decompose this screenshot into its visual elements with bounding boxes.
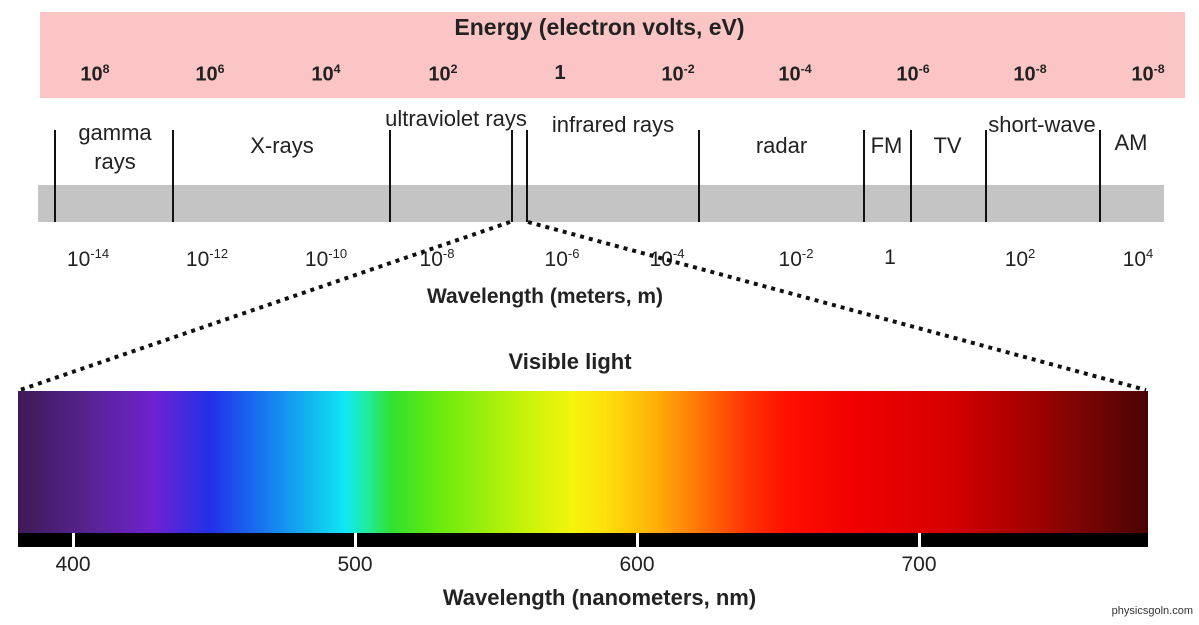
- nanometer-axis-bar: [18, 533, 1148, 547]
- band-boundary-line: [863, 130, 865, 222]
- wavelength-tick-label-exponent: 2: [1028, 246, 1036, 261]
- nanometer-tick-label: 500: [337, 553, 373, 576]
- nanometer-tick-mark: [72, 533, 75, 547]
- visible-spectrum-gradient: [18, 391, 1148, 533]
- energy-tick-label-exponent: -4: [800, 62, 812, 76]
- energy-tick-label: 106: [170, 62, 250, 87]
- band-boundary-line: [172, 130, 174, 222]
- energy-tick-label-base: 10: [311, 63, 334, 86]
- energy-tick-label: 10-4: [755, 62, 835, 87]
- band-boundary-line: [54, 130, 56, 222]
- energy-tick-label-base: 10: [896, 63, 919, 86]
- nanometer-tick-mark: [636, 533, 639, 547]
- wavelength-tick-label: 10-12: [162, 246, 252, 272]
- nanometer-tick-label: 700: [901, 553, 937, 576]
- band-label: infrared rays: [551, 112, 675, 137]
- wavelength-tick-label: 104: [1093, 246, 1183, 272]
- wavelength-tick-label-base: 10: [1122, 248, 1147, 271]
- wavelength-tick-label-base: 10: [304, 248, 329, 271]
- energy-tick-label-exponent: 2: [450, 62, 458, 76]
- energy-tick-label-base: 10: [80, 63, 103, 86]
- wavelength-tick-label-base: 1: [884, 246, 896, 269]
- energy-header-bar: [40, 12, 1185, 98]
- energy-tick-label: 104: [286, 62, 366, 87]
- energy-axis-title: Energy (electron volts, eV): [454, 14, 745, 40]
- wavelength-tick-label: 1: [845, 246, 935, 270]
- energy-tick-label-base: 1: [554, 62, 566, 84]
- energy-tick-label: 10-2: [638, 62, 718, 87]
- visible-light-title: Visible light: [508, 349, 632, 374]
- band-label: radar: [755, 133, 808, 158]
- energy-tick-label-exponent: 6: [217, 62, 225, 76]
- energy-tick-label: 10-6: [873, 62, 953, 87]
- band-label: TV: [933, 133, 962, 158]
- band-boundary-line: [526, 130, 528, 222]
- wavelength-tick-label-exponent: -6: [567, 246, 580, 261]
- energy-tick-label-base: 10: [195, 63, 218, 86]
- band-boundary-line: [389, 130, 391, 222]
- band-boundary-line: [985, 130, 987, 222]
- wavelength-tick-label-base: 10: [1004, 248, 1029, 271]
- wavelength-tick-label-exponent: -4: [672, 246, 685, 261]
- band-boundary-line: [698, 130, 700, 222]
- wavelength-tick-label-base: 10: [778, 248, 802, 271]
- energy-tick-label-exponent: -6: [918, 62, 930, 76]
- energy-tick-label-exponent: -2: [683, 62, 695, 76]
- band-label: short-wave: [988, 112, 1096, 137]
- wavelength-tick-label-exponent: -8: [442, 246, 455, 261]
- band-label: gamma rays: [78, 120, 152, 174]
- nanometer-tick-label: 600: [619, 553, 655, 576]
- wavelength-tick-label-base: 10: [66, 248, 91, 271]
- nanometer-tick-mark: [354, 533, 357, 547]
- wavelength-tick-label: 10-6: [517, 246, 607, 272]
- wavelength-tick-label-base: 10: [649, 248, 673, 271]
- band-label: AM: [1114, 130, 1148, 155]
- band-boundary-line: [910, 130, 912, 222]
- band-boundary-line: [511, 130, 513, 222]
- band-label: FM: [870, 133, 903, 158]
- wavelength-tick-label: 10-2: [751, 246, 841, 272]
- energy-tick-label-exponent: -8: [1035, 62, 1047, 76]
- energy-tick-label: 10-8: [1108, 62, 1188, 87]
- watermark: physicsgoln.com: [1111, 605, 1193, 617]
- wavelength-tick-label-base: 10: [544, 248, 568, 271]
- energy-tick-label-exponent: 4: [333, 62, 341, 76]
- wavelength-tick-label: 102: [975, 246, 1065, 272]
- spectrum-band-strip: [38, 185, 1164, 222]
- wavelength-tick-label: 10-4: [622, 246, 712, 272]
- energy-tick-label: 10-8: [990, 62, 1070, 87]
- band-label: ultraviolet rays: [385, 106, 527, 131]
- wavelength-tick-label-exponent: -12: [209, 246, 229, 261]
- wavelength-tick-label-base: 10: [419, 248, 443, 271]
- energy-tick-label-base: 10: [778, 63, 801, 86]
- wavelength-tick-label-exponent: -2: [801, 246, 814, 261]
- wavelength-meter-axis-title: Wavelength (meters, m): [426, 285, 664, 308]
- wavelength-tick-label-exponent: -14: [90, 246, 110, 261]
- band-label: X-rays: [250, 133, 314, 158]
- energy-tick-label: 102: [403, 62, 483, 87]
- wavelength-tick-label: 10-8: [392, 246, 482, 272]
- wavelength-tick-label-exponent: 4: [1146, 246, 1154, 261]
- wavelength-tick-label-exponent: -10: [328, 246, 348, 261]
- nanometer-tick-label: 400: [55, 553, 91, 576]
- nanometer-tick-mark: [918, 533, 921, 547]
- energy-tick-label-base: 10: [1131, 63, 1154, 86]
- nanometer-axis-title: Wavelength (nanometers, nm): [442, 585, 757, 610]
- energy-tick-label-exponent: -8: [1153, 62, 1165, 76]
- wavelength-tick-label: 10-10: [281, 246, 371, 272]
- energy-tick-label-base: 10: [661, 63, 684, 86]
- energy-tick-label-base: 10: [1013, 63, 1036, 86]
- wavelength-tick-label: 10-14: [43, 246, 133, 272]
- energy-tick-label-exponent: 8: [102, 62, 110, 76]
- wavelength-tick-label-base: 10: [185, 248, 210, 271]
- energy-tick-label: 1: [520, 62, 600, 85]
- energy-tick-label: 108: [55, 62, 135, 87]
- energy-tick-label-base: 10: [428, 63, 451, 86]
- band-boundary-line: [1099, 130, 1101, 222]
